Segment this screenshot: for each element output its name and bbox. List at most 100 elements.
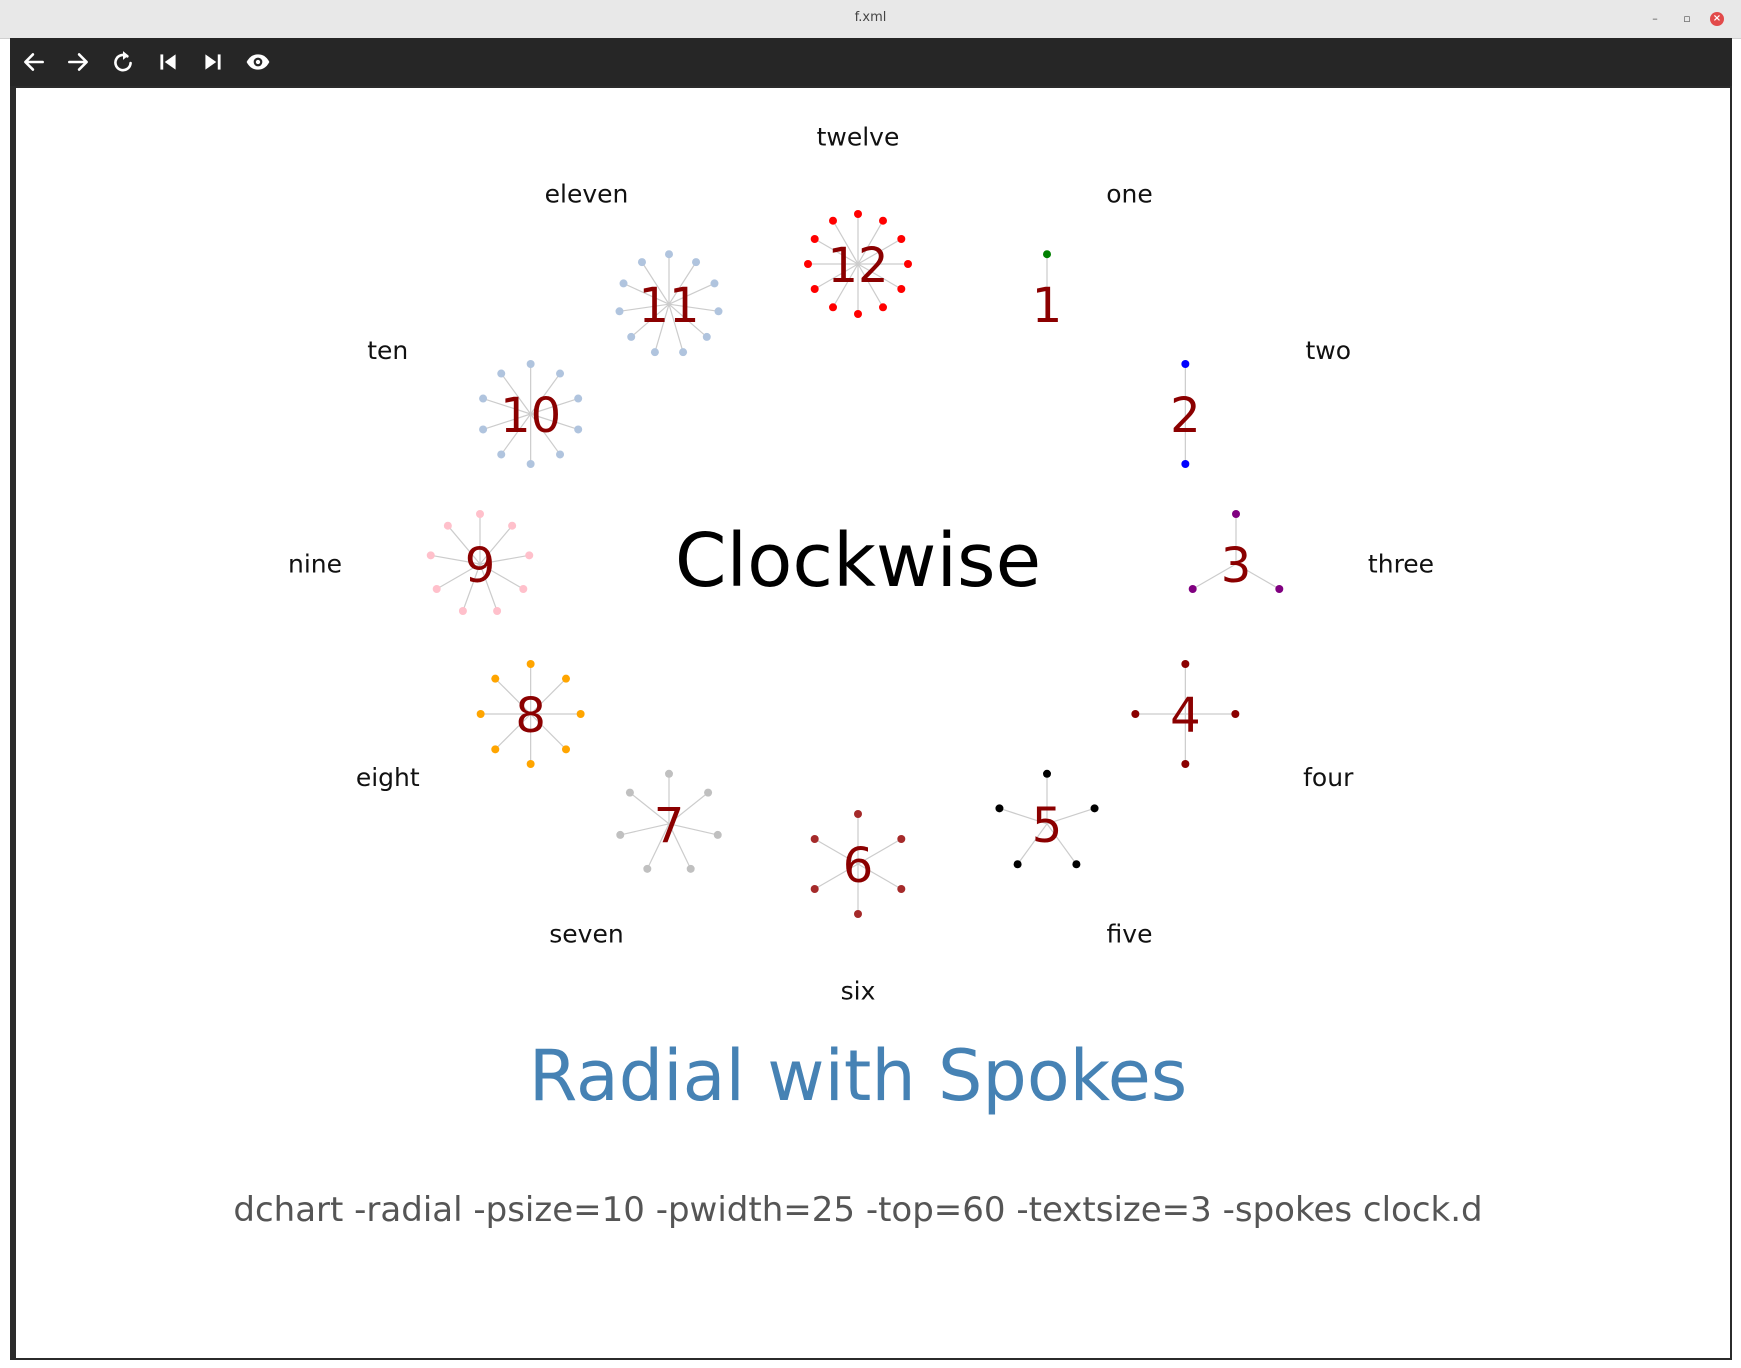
category-label: nine (288, 550, 342, 579)
window-title: f.xml (854, 10, 887, 25)
spoke-dot (854, 310, 862, 318)
value-label: 9 (465, 538, 496, 594)
spoke-dot (995, 804, 1004, 813)
spoke-line (668, 304, 684, 353)
value-label: 10 (500, 388, 561, 444)
spoke-dot (426, 551, 435, 560)
spoke-dot (491, 674, 500, 683)
spoke-dot (1043, 769, 1051, 778)
spoke-dot (525, 551, 534, 560)
spoke-dot (1232, 510, 1240, 518)
spoke-dot (637, 258, 646, 267)
clock-item-eleven: 11 eleven (545, 180, 723, 357)
spoke-dot (810, 235, 819, 243)
spoke-dot (897, 885, 906, 893)
spoke-line (500, 413, 532, 455)
spoke-line (814, 838, 859, 865)
spoke-dot (476, 510, 484, 518)
spoke-line (530, 397, 579, 415)
value-label: 12 (827, 238, 888, 294)
spoke-dot (1013, 860, 1022, 869)
clock-item-ten: 10 ten (367, 336, 583, 468)
close-icon[interactable]: × (1710, 12, 1724, 26)
spoke-dot (508, 521, 517, 530)
spoke-dot (615, 307, 624, 316)
spoke-line (494, 678, 532, 715)
value-label: 1 (1032, 278, 1063, 334)
spoke-dot (702, 332, 711, 341)
spoke-dot (713, 830, 722, 839)
chart-center-label: Clockwise (675, 518, 1041, 604)
spoke-dot (556, 369, 565, 378)
spoke-dot (1181, 360, 1190, 368)
restore-icon[interactable]: ▫ (1683, 12, 1691, 25)
value-label: 11 (638, 278, 699, 334)
spoke-dot (854, 210, 862, 218)
spoke-line (530, 678, 567, 715)
clock-item-six: 6 six (810, 810, 906, 1006)
clock-item-nine: 9 nine (288, 510, 534, 615)
spoke-line (668, 823, 692, 870)
forward-arrow-icon[interactable] (56, 38, 100, 86)
spoke-dot (829, 216, 837, 225)
spoke-line (530, 373, 561, 415)
spoke-dot (556, 450, 565, 459)
spoke-dot (897, 235, 906, 243)
category-label: twelve (817, 123, 900, 152)
spoke-dot (616, 830, 625, 839)
spoke-dot (810, 835, 819, 843)
eye-icon[interactable] (236, 38, 280, 86)
spoke-dot (497, 369, 506, 378)
spoke-line (530, 413, 561, 455)
reload-icon[interactable] (101, 38, 145, 86)
spoke-line (814, 863, 859, 890)
spoke-line (479, 554, 530, 565)
spoke-dot (479, 425, 488, 434)
spoke-line (668, 792, 709, 825)
spoke-dot (692, 258, 701, 267)
spoke-dot (443, 521, 452, 530)
category-label: eleven (545, 180, 629, 209)
category-label: ten (367, 336, 408, 365)
value-label: 3 (1221, 538, 1252, 594)
spoke-dot (1131, 710, 1140, 718)
spoke-dot (879, 216, 887, 225)
spoke-dot (1072, 860, 1081, 869)
radial-chart: 1 one 2 two 3 three 4 four 5 five 6 six 7 seven 8 eight… (233, 123, 1482, 1231)
spoke-line (623, 282, 670, 305)
spoke-dot (804, 260, 812, 268)
spoke-line (530, 713, 567, 750)
first-page-icon[interactable] (146, 38, 190, 86)
spoke-line (620, 823, 670, 836)
value-label: 8 (515, 688, 546, 744)
spoke-line (814, 238, 859, 265)
spoke-dot (1181, 460, 1190, 468)
spoke-line (857, 220, 884, 265)
back-arrow-icon[interactable] (12, 38, 56, 86)
spoke-dot (665, 769, 673, 778)
spoke-dot (1043, 250, 1051, 259)
spoke-line (1192, 563, 1237, 590)
spoke-dot (491, 745, 500, 754)
spoke-dot (714, 307, 723, 316)
spoke-dot (679, 348, 688, 357)
clock-item-three: 3 three (1188, 510, 1434, 594)
spoke-dot (625, 788, 634, 797)
spoke-dot (704, 788, 713, 797)
spoke-line (619, 303, 670, 312)
value-label: 4 (1170, 688, 1201, 744)
spoke-line (479, 525, 513, 565)
spoke-line (832, 263, 859, 308)
spoke-dot (810, 285, 819, 293)
minimize-icon[interactable]: – (1652, 12, 1658, 25)
category-label: three (1368, 550, 1434, 579)
spoke-dot (627, 332, 636, 341)
spoke-line (462, 563, 481, 612)
spoke-dot (686, 864, 695, 873)
category-label: one (1106, 180, 1153, 209)
spoke-line (857, 863, 902, 890)
spoke-dot (810, 885, 819, 893)
spoke-line (500, 373, 532, 415)
spoke-line (447, 525, 481, 565)
last-page-icon[interactable] (191, 38, 235, 86)
